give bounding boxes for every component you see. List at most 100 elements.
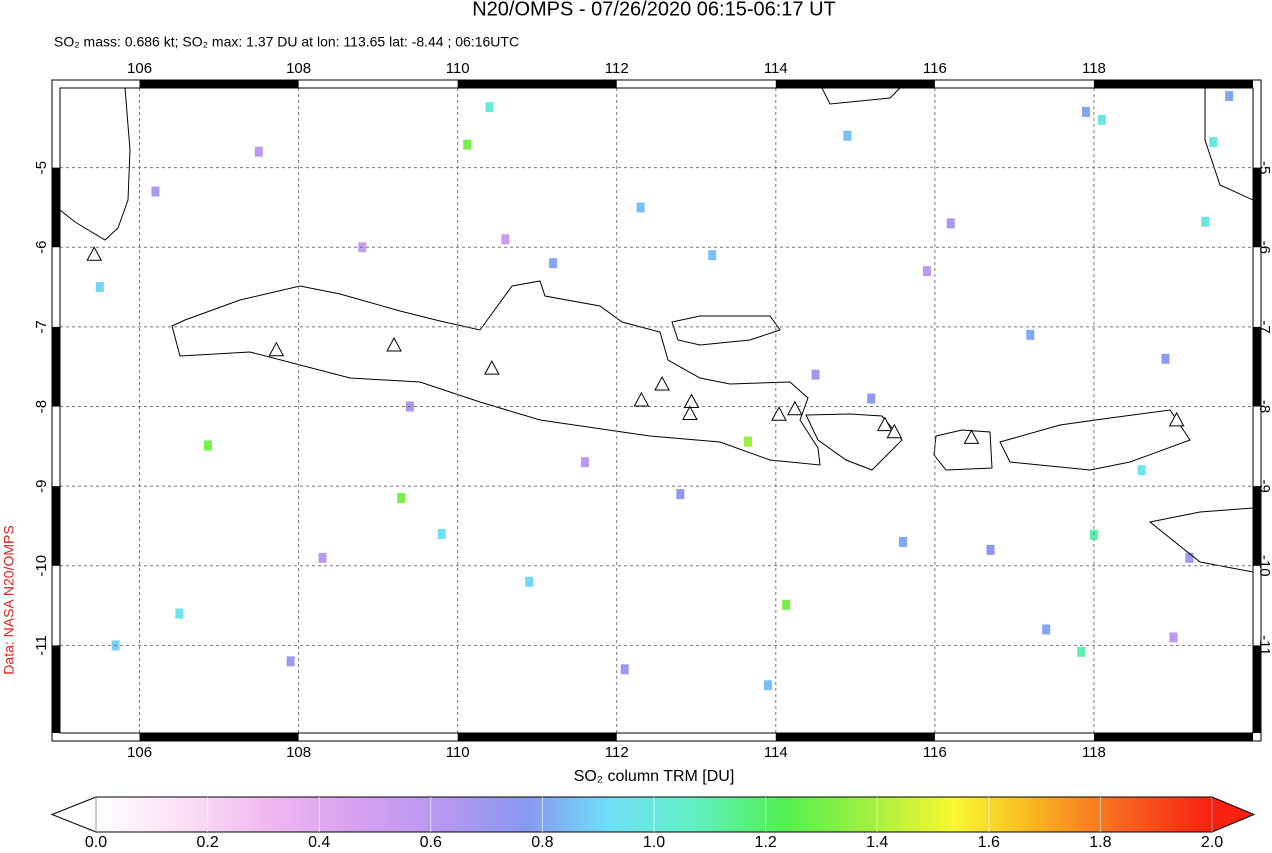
coastline	[999, 409, 1191, 471]
volcano-marker	[654, 375, 670, 391]
y-tick-label: -8	[1256, 400, 1272, 413]
so2-pixel	[175, 608, 184, 619]
colorbar-label: SO₂ column TRM [DU]	[574, 768, 735, 785]
frame-bar	[1093, 80, 1253, 88]
so2-pixel	[286, 656, 295, 667]
so2-pixel	[867, 393, 876, 404]
colorbar	[50, 796, 1256, 833]
frame-bar	[139, 733, 299, 741]
so2-pixel	[811, 369, 820, 380]
y-tick-label: -6	[1256, 241, 1272, 254]
so2-pixel	[636, 202, 645, 213]
x-tick-label: 110	[446, 744, 470, 761]
pixel-layer	[95, 90, 1234, 691]
so2-pixel	[580, 457, 589, 468]
volcano-marker	[484, 360, 500, 375]
so2-pixel	[463, 139, 472, 150]
frame-bar	[52, 167, 60, 248]
x-tick-label: 106	[127, 60, 152, 77]
subtitle: SO₂ mass: 0.686 kt; SO₂ max: 1.37 DU at …	[54, 34, 519, 50]
x-tick-label: 118	[1082, 60, 1106, 77]
frame-bar	[52, 645, 60, 733]
so2-pixel	[437, 528, 446, 539]
coastline	[1148, 507, 1253, 573]
so2-pixel	[549, 258, 558, 269]
coastline	[1204, 88, 1253, 201]
frame-bar	[1253, 645, 1261, 733]
so2-pixel	[1042, 624, 1051, 635]
volcano-marker	[682, 405, 698, 420]
so2-pixel	[946, 218, 955, 229]
grid	[60, 88, 1253, 733]
so2-pixel	[899, 536, 908, 547]
frame-bar	[1093, 733, 1253, 741]
so2-pixel	[95, 282, 104, 293]
so2-pixel	[1185, 552, 1194, 563]
chart-title: N20/OMPS - 07/26/2020 06:15-06:17 UT	[472, 0, 836, 20]
coastline	[60, 88, 131, 241]
so2-pixel	[1077, 646, 1086, 657]
outer-frame	[51, 79, 1262, 742]
so2-pixel	[676, 489, 685, 500]
y-tick-label: -5	[33, 161, 50, 174]
volcano-marker	[771, 406, 787, 421]
frame-bar	[775, 80, 935, 88]
volcano-marker	[86, 246, 103, 261]
y-tick-label: -9	[1256, 479, 1272, 492]
so2-pixel	[254, 146, 263, 157]
colorbar-tick-label: 1.0	[643, 834, 665, 851]
so2-pixel	[1169, 632, 1178, 643]
so2-pixel	[1161, 353, 1170, 364]
x-tick-label: 112	[605, 60, 629, 77]
volcano-marker	[963, 429, 980, 444]
y-tick-label: -6	[33, 241, 50, 254]
frame-bar	[52, 486, 60, 566]
y-tick-label: -11	[1256, 635, 1272, 656]
so2-pixel	[743, 436, 752, 447]
so2-pixel	[1225, 90, 1234, 101]
frame-bar	[52, 326, 60, 407]
colorbar-tick-label: 0.8	[531, 834, 553, 851]
volcano-marker	[633, 391, 650, 407]
colorbar-over-arrow	[1211, 796, 1256, 833]
x-tick-label: 108	[286, 60, 311, 77]
x-tick-label: 106	[127, 744, 152, 761]
source-label: Data: NASA N20/OMPS	[1, 525, 17, 674]
coastline	[821, 88, 901, 105]
so2-pixel	[782, 599, 791, 610]
y-tick-label: -11	[33, 635, 50, 656]
so2-pixel	[397, 493, 406, 504]
x-tick-label: 110	[446, 60, 470, 77]
x-tick-label: 114	[764, 744, 788, 761]
so2-pixel	[485, 102, 494, 113]
frame-bar	[139, 80, 299, 88]
so2-pixel	[501, 234, 510, 245]
y-tick-label: -7	[1256, 320, 1272, 333]
frame-bar	[1253, 326, 1261, 407]
volcano-marker	[886, 423, 903, 439]
volcano-marker	[386, 336, 402, 352]
y-tick-label: -10	[1256, 555, 1272, 577]
x-tick-label: 116	[923, 60, 947, 77]
colorbar-tick-label: 1.2	[754, 834, 776, 851]
volcano-marker	[1168, 411, 1185, 427]
coastline	[805, 413, 903, 471]
volcano-marker	[787, 400, 803, 416]
y-tick-label: -5	[1256, 161, 1272, 174]
so2-pixel	[986, 544, 995, 555]
colorbar-under-arrow	[50, 796, 97, 833]
colorbar-tick-label: 1.8	[1089, 834, 1111, 851]
colorbar-tick-label: 2.0	[1201, 834, 1223, 851]
so2-pixel	[1026, 329, 1035, 340]
frame-bar	[457, 80, 617, 88]
x-tick-label: 114	[764, 60, 788, 77]
so2-pixel	[843, 130, 852, 141]
colorbar-tick-label: 0.0	[85, 834, 107, 851]
frame-bar	[1253, 167, 1261, 248]
so2-pixel	[1209, 137, 1218, 148]
y-tick-label: -7	[33, 320, 50, 333]
volcano-marker	[683, 393, 700, 409]
so2-pixel	[1201, 216, 1210, 227]
so2-pixel	[708, 250, 717, 261]
